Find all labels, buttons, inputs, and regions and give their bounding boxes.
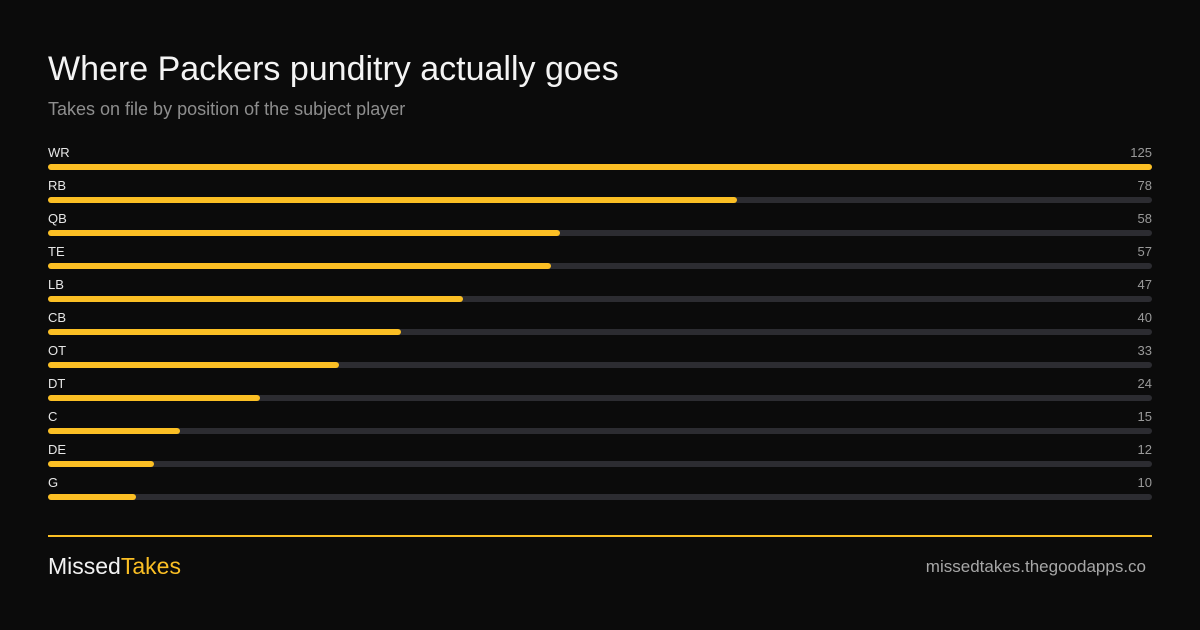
site-url: missedtakes.thegoodapps.co: [925, 557, 1146, 576]
bar-track: [48, 263, 1152, 269]
bar-value-label: 40: [1137, 310, 1152, 325]
bar-track: [48, 197, 1152, 203]
chart-title: Where Packers punditry actually goes: [48, 50, 619, 88]
bar-row-qb: QB 58: [48, 208, 1152, 241]
bar-value-label: 125: [1130, 145, 1152, 160]
bar-value-label: 12: [1137, 442, 1152, 457]
bar-chart: WR 125 RB 78 QB 58 TE 57 LB 47 CB 40 OT 33 DT 24 C 15 DE 12…: [48, 142, 1152, 505]
bar-label: QB: [48, 211, 67, 226]
bar: [48, 296, 464, 302]
bar-row-lb: LB 47: [48, 274, 1152, 307]
bar: [48, 263, 552, 269]
bar-label: DE: [48, 442, 67, 457]
bar-track: [48, 461, 1152, 467]
bar: [48, 362, 340, 368]
bar-row-rb: RB 78: [48, 175, 1152, 208]
bar-value-label: 78: [1137, 178, 1152, 193]
bar-value-label: 47: [1137, 277, 1152, 292]
brand-logo: MissedTakes: [48, 553, 181, 580]
brand-logo-takes: Takes: [120, 553, 181, 579]
footer-divider: [48, 535, 1152, 537]
bar-track: [48, 428, 1152, 434]
bar-value-label: 57: [1137, 244, 1152, 259]
bar-value-label: 58: [1137, 211, 1152, 226]
bar-value-label: 24: [1137, 376, 1152, 391]
bar: [48, 329, 402, 335]
bar-track: [48, 494, 1152, 500]
bar-label: C: [48, 409, 58, 424]
bar: [48, 230, 561, 236]
bar: [48, 164, 1152, 170]
bar-track: [48, 329, 1152, 335]
bar-value-label: 10: [1137, 475, 1152, 490]
bar-row-de: DE 12: [48, 439, 1152, 472]
bar-label: RB: [48, 178, 67, 193]
bar-value-label: 15: [1137, 409, 1152, 424]
bar-track: [48, 362, 1152, 368]
bar-label: TE: [48, 244, 65, 259]
bar-label: G: [48, 475, 59, 490]
bar-row-dt: DT 24: [48, 373, 1152, 406]
bar-value-label: 33: [1137, 343, 1152, 358]
bar: [48, 197, 737, 203]
bar-label: LB: [48, 277, 64, 292]
bar-label: CB: [48, 310, 67, 325]
bar-row-c: C 15: [48, 406, 1152, 439]
bar-row-te: TE 57: [48, 241, 1152, 274]
bar: [48, 428, 181, 434]
bar-label: DT: [48, 376, 66, 391]
bar-track: [48, 164, 1152, 170]
bar-label: OT: [48, 343, 67, 358]
bar-label: WR: [48, 145, 70, 160]
chart-subtitle: Takes on file by position of the subject…: [48, 99, 406, 119]
bar-track: [48, 395, 1152, 401]
bar: [48, 494, 137, 500]
bar-row-g: G 10: [48, 472, 1152, 505]
bar-track: [48, 296, 1152, 302]
brand-logo-missed: Missed: [48, 553, 121, 579]
bar: [48, 461, 154, 467]
bar-row-ot: OT 33: [48, 340, 1152, 373]
bar-row-wr: WR 125: [48, 142, 1152, 175]
bar: [48, 395, 260, 401]
bar-track: [48, 230, 1152, 236]
bar-row-cb: CB 40: [48, 307, 1152, 340]
